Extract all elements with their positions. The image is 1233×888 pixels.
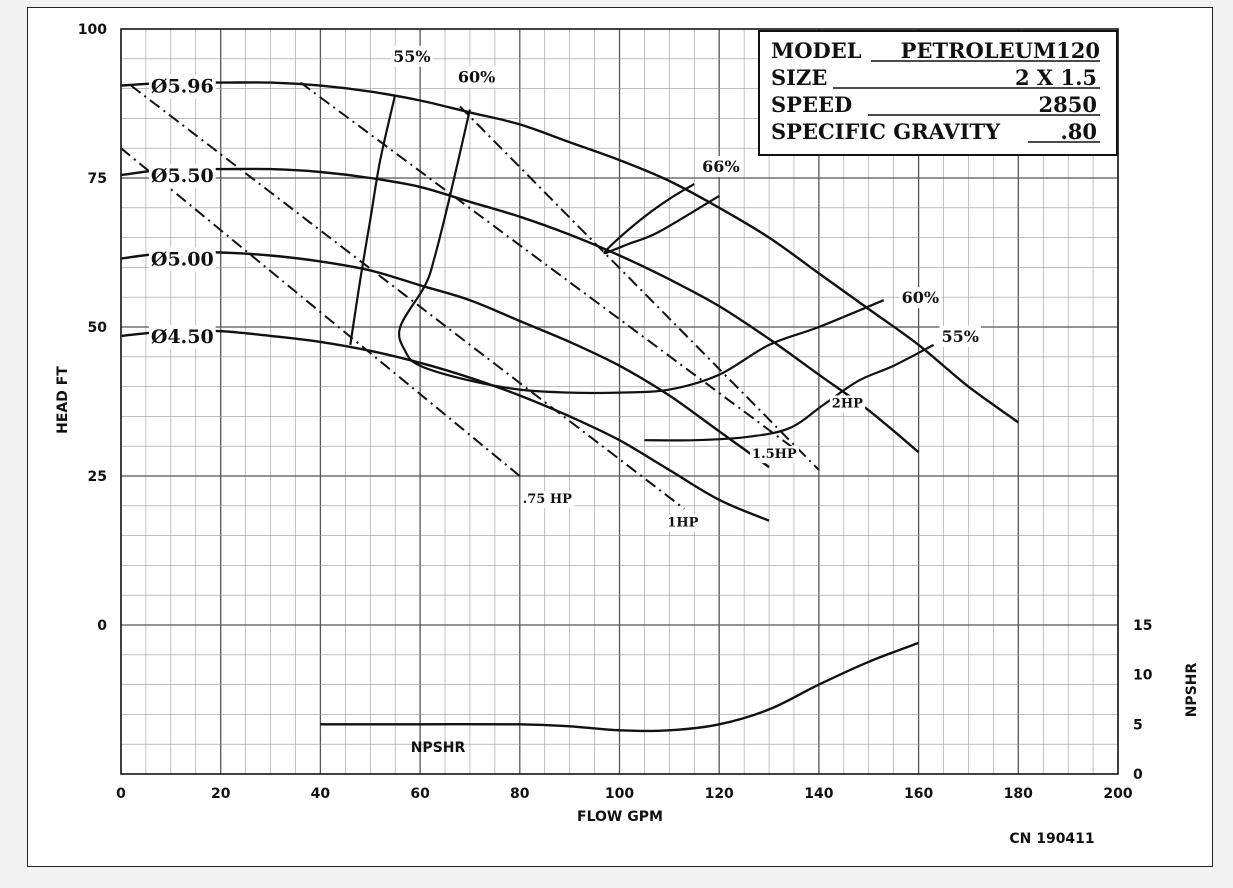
power-label-bg bbox=[829, 395, 866, 413]
x-axis-title: FLOW GPM bbox=[577, 809, 663, 825]
power-label: 1HP bbox=[667, 516, 698, 531]
y2-axis-title: NPSHR bbox=[1184, 663, 1200, 718]
x-tick-label: 100 bbox=[605, 786, 634, 802]
y2-tick-label: 0 bbox=[1133, 767, 1143, 783]
curves bbox=[120, 81, 1020, 733]
power-line bbox=[130, 84, 685, 510]
x-tick-label: 40 bbox=[311, 786, 331, 802]
size-value: 2 X 1.5 bbox=[1015, 65, 1097, 90]
x-tick-label: 60 bbox=[410, 786, 430, 802]
x-tick-label: 140 bbox=[804, 786, 833, 802]
x-tick-label: 120 bbox=[705, 786, 734, 802]
power-label: .75 HP bbox=[523, 492, 572, 507]
efficiency-label: 66% bbox=[702, 157, 739, 176]
efficiency-curve bbox=[644, 343, 935, 442]
power-label-bg bbox=[665, 514, 701, 532]
impeller-label-bg bbox=[148, 247, 216, 272]
impeller-curve bbox=[120, 167, 920, 454]
plot-border bbox=[120, 28, 1119, 775]
power-line bbox=[299, 81, 800, 454]
efficiency-curve bbox=[603, 183, 720, 255]
power-label: 2HP bbox=[832, 396, 863, 411]
y-tick-label: 25 bbox=[88, 469, 107, 485]
model-value: PETROLEUM120 bbox=[901, 38, 1100, 63]
impeller-label-bg bbox=[148, 74, 216, 99]
impeller-label: Ø5.00 bbox=[151, 248, 214, 270]
power-label-bg bbox=[520, 490, 575, 508]
power-label: 1.5HP bbox=[752, 447, 797, 462]
y2-tick-label: 15 bbox=[1133, 618, 1152, 634]
efficiency-curve bbox=[349, 94, 397, 346]
power-label-bg bbox=[750, 446, 799, 464]
x-tick-label: 80 bbox=[510, 786, 530, 802]
speed-label: SPEED bbox=[771, 92, 852, 117]
efficiency-label-bg bbox=[899, 287, 942, 309]
npsh-curve-label: NPSHR bbox=[411, 740, 466, 756]
footer-code: CN 190411 bbox=[1009, 831, 1094, 847]
y2-tick-label: 10 bbox=[1133, 668, 1153, 684]
impeller-curve bbox=[120, 329, 770, 522]
efficiency-label: 60% bbox=[902, 288, 939, 307]
grid bbox=[120, 28, 1119, 775]
efficiency-label: 55% bbox=[941, 327, 978, 346]
impeller-curve bbox=[120, 81, 1020, 424]
power-line bbox=[459, 105, 820, 471]
x-tick-label: 200 bbox=[1103, 786, 1132, 802]
efficiency-label: 55% bbox=[393, 47, 430, 66]
y-tick-label: 75 bbox=[88, 171, 107, 187]
impeller-curve bbox=[120, 250, 770, 469]
npsh-curve bbox=[320, 641, 920, 733]
size-label: SIZE bbox=[771, 65, 827, 90]
efficiency-label-bg bbox=[700, 156, 742, 178]
speed-value: 2850 bbox=[1039, 92, 1097, 117]
impeller-label-bg bbox=[148, 164, 216, 189]
x-tick-label: 20 bbox=[211, 786, 231, 802]
y-axis-title: HEAD FT bbox=[55, 366, 71, 434]
efficiency-label-bg bbox=[939, 325, 981, 347]
info-box-border bbox=[758, 30, 1118, 156]
impeller-label: Ø4.50 bbox=[151, 326, 214, 348]
y-tick-label: 50 bbox=[88, 320, 108, 336]
efficiency-curve bbox=[397, 109, 885, 395]
efficiency-label-bg bbox=[391, 45, 433, 67]
impeller-label-bg bbox=[148, 324, 216, 349]
sg-label: SPECIFIC GRAVITY bbox=[771, 119, 1001, 144]
model-label: MODEL bbox=[771, 38, 862, 63]
x-tick-label: 0 bbox=[116, 786, 126, 802]
efficiency-label-bg bbox=[455, 66, 498, 88]
x-tick-label: 180 bbox=[1004, 786, 1033, 802]
efficiency-label: 60% bbox=[458, 68, 495, 87]
impeller-label: Ø5.96 bbox=[151, 76, 214, 98]
impeller-label: Ø5.50 bbox=[151, 165, 214, 187]
info-box: MODEL PETROLEUM120 SIZE 2 X 1.5 SPEED 28… bbox=[758, 30, 1118, 156]
sg-value: .80 bbox=[1060, 119, 1097, 144]
y-tick-label: 0 bbox=[97, 618, 107, 634]
labels: 0 20 40 60 80 100 120 140 160 180 2000255075100051… bbox=[78, 22, 1153, 802]
y2-tick-label: 5 bbox=[1133, 717, 1143, 733]
y-tick-label: 100 bbox=[78, 22, 107, 38]
x-tick-label: 160 bbox=[904, 786, 933, 802]
